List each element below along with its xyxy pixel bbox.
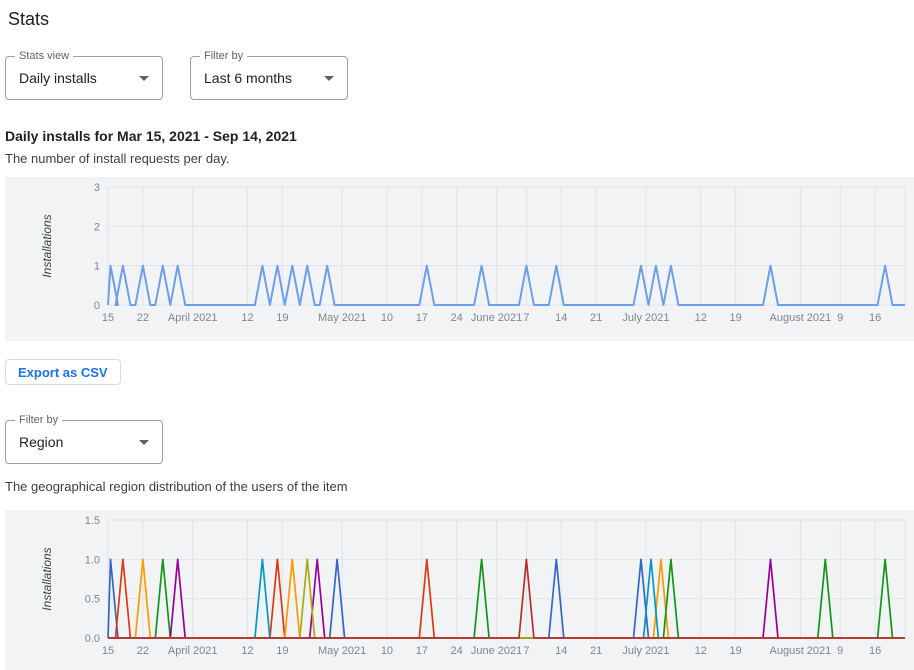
chevron-down-icon [139,76,149,81]
svg-text:1.0: 1.0 [85,554,100,566]
svg-text:19: 19 [276,312,288,324]
svg-text:1: 1 [94,261,100,273]
svg-text:May 2021: May 2021 [318,645,366,657]
svg-text:21: 21 [590,312,602,324]
svg-text:24: 24 [451,312,463,324]
region-chart-panel: 0.0 0.5 1.0 1.5 15 22 April 2021 12 19 May 2021 10… [5,510,914,670]
region-filter-select[interactable]: Filter by Region [5,414,163,464]
svg-text:June 2021: June 2021 [471,312,522,324]
svg-text:19: 19 [730,312,742,324]
region-description: The geographical region distribution of … [5,479,348,494]
svg-text:22: 22 [137,312,149,324]
svg-text:0.0: 0.0 [85,633,100,645]
svg-text:12: 12 [695,312,707,324]
svg-text:14: 14 [555,312,567,324]
chevron-down-icon [324,76,334,81]
svg-text:12: 12 [241,645,253,657]
svg-text:10: 10 [381,312,393,324]
svg-text:2: 2 [94,221,100,233]
svg-text:April 2021: April 2021 [168,312,218,324]
svg-text:Installations: Installations [40,547,54,610]
svg-text:19: 19 [276,645,288,657]
date-filter-select[interactable]: Filter by Last 6 months [190,50,348,100]
svg-text:16: 16 [869,312,881,324]
date-filter-select-value: Last 6 months [204,70,292,86]
svg-text:April 2021: April 2021 [168,645,218,657]
region-chart: 0.0 0.5 1.0 1.5 15 22 April 2021 12 19 May 2021 10… [40,515,906,657]
chevron-down-icon [139,440,149,445]
daily-installs-heading: Daily installs for Mar 15, 2021 - Sep 14… [5,128,297,144]
svg-text:7: 7 [523,645,529,657]
svg-text:May 2021: May 2021 [318,312,366,324]
svg-text:9: 9 [837,312,843,324]
svg-text:7: 7 [523,312,529,324]
region-filter-select-value: Region [19,434,64,450]
svg-text:Installations: Installations [40,214,54,277]
stats-view-select-label: Stats view [15,50,74,63]
svg-text:16: 16 [869,645,881,657]
svg-text:21: 21 [590,645,602,657]
region-filter-select-label: Filter by [15,414,63,427]
svg-text:3: 3 [94,182,100,194]
svg-text:17: 17 [416,645,428,657]
svg-text:July 2021: July 2021 [622,312,669,324]
svg-text:15: 15 [102,312,114,324]
stats-view-select-value: Daily installs [19,70,97,86]
date-filter-select-label: Filter by [200,50,248,63]
svg-text:August 2021: August 2021 [770,312,832,324]
svg-text:17: 17 [416,312,428,324]
svg-text:August 2021: August 2021 [770,645,832,657]
svg-text:0: 0 [94,300,100,312]
daily-installs-description: The number of install requests per day. [5,151,230,166]
svg-text:24: 24 [451,645,463,657]
svg-text:July 2021: July 2021 [622,645,669,657]
svg-text:9: 9 [837,645,843,657]
svg-text:22: 22 [137,645,149,657]
svg-text:1.5: 1.5 [85,515,100,527]
page-title: Stats [8,9,50,29]
svg-text:12: 12 [241,312,253,324]
controls-row: Stats view Daily installs Filter by Last… [5,50,914,100]
svg-text:10: 10 [381,645,393,657]
svg-text:12: 12 [695,645,707,657]
svg-text:0.5: 0.5 [85,594,100,606]
svg-text:19: 19 [730,645,742,657]
daily-installs-chart-panel: 0 1 2 3 15 22 April 2021 12 19 May 2021 10 17 24 June… [5,177,914,341]
svg-text:14: 14 [555,645,567,657]
export-csv-button[interactable]: Export as CSV [5,359,121,385]
svg-text:15: 15 [102,645,114,657]
svg-text:June 2021: June 2021 [471,645,522,657]
stats-view-select[interactable]: Stats view Daily installs [5,50,163,100]
